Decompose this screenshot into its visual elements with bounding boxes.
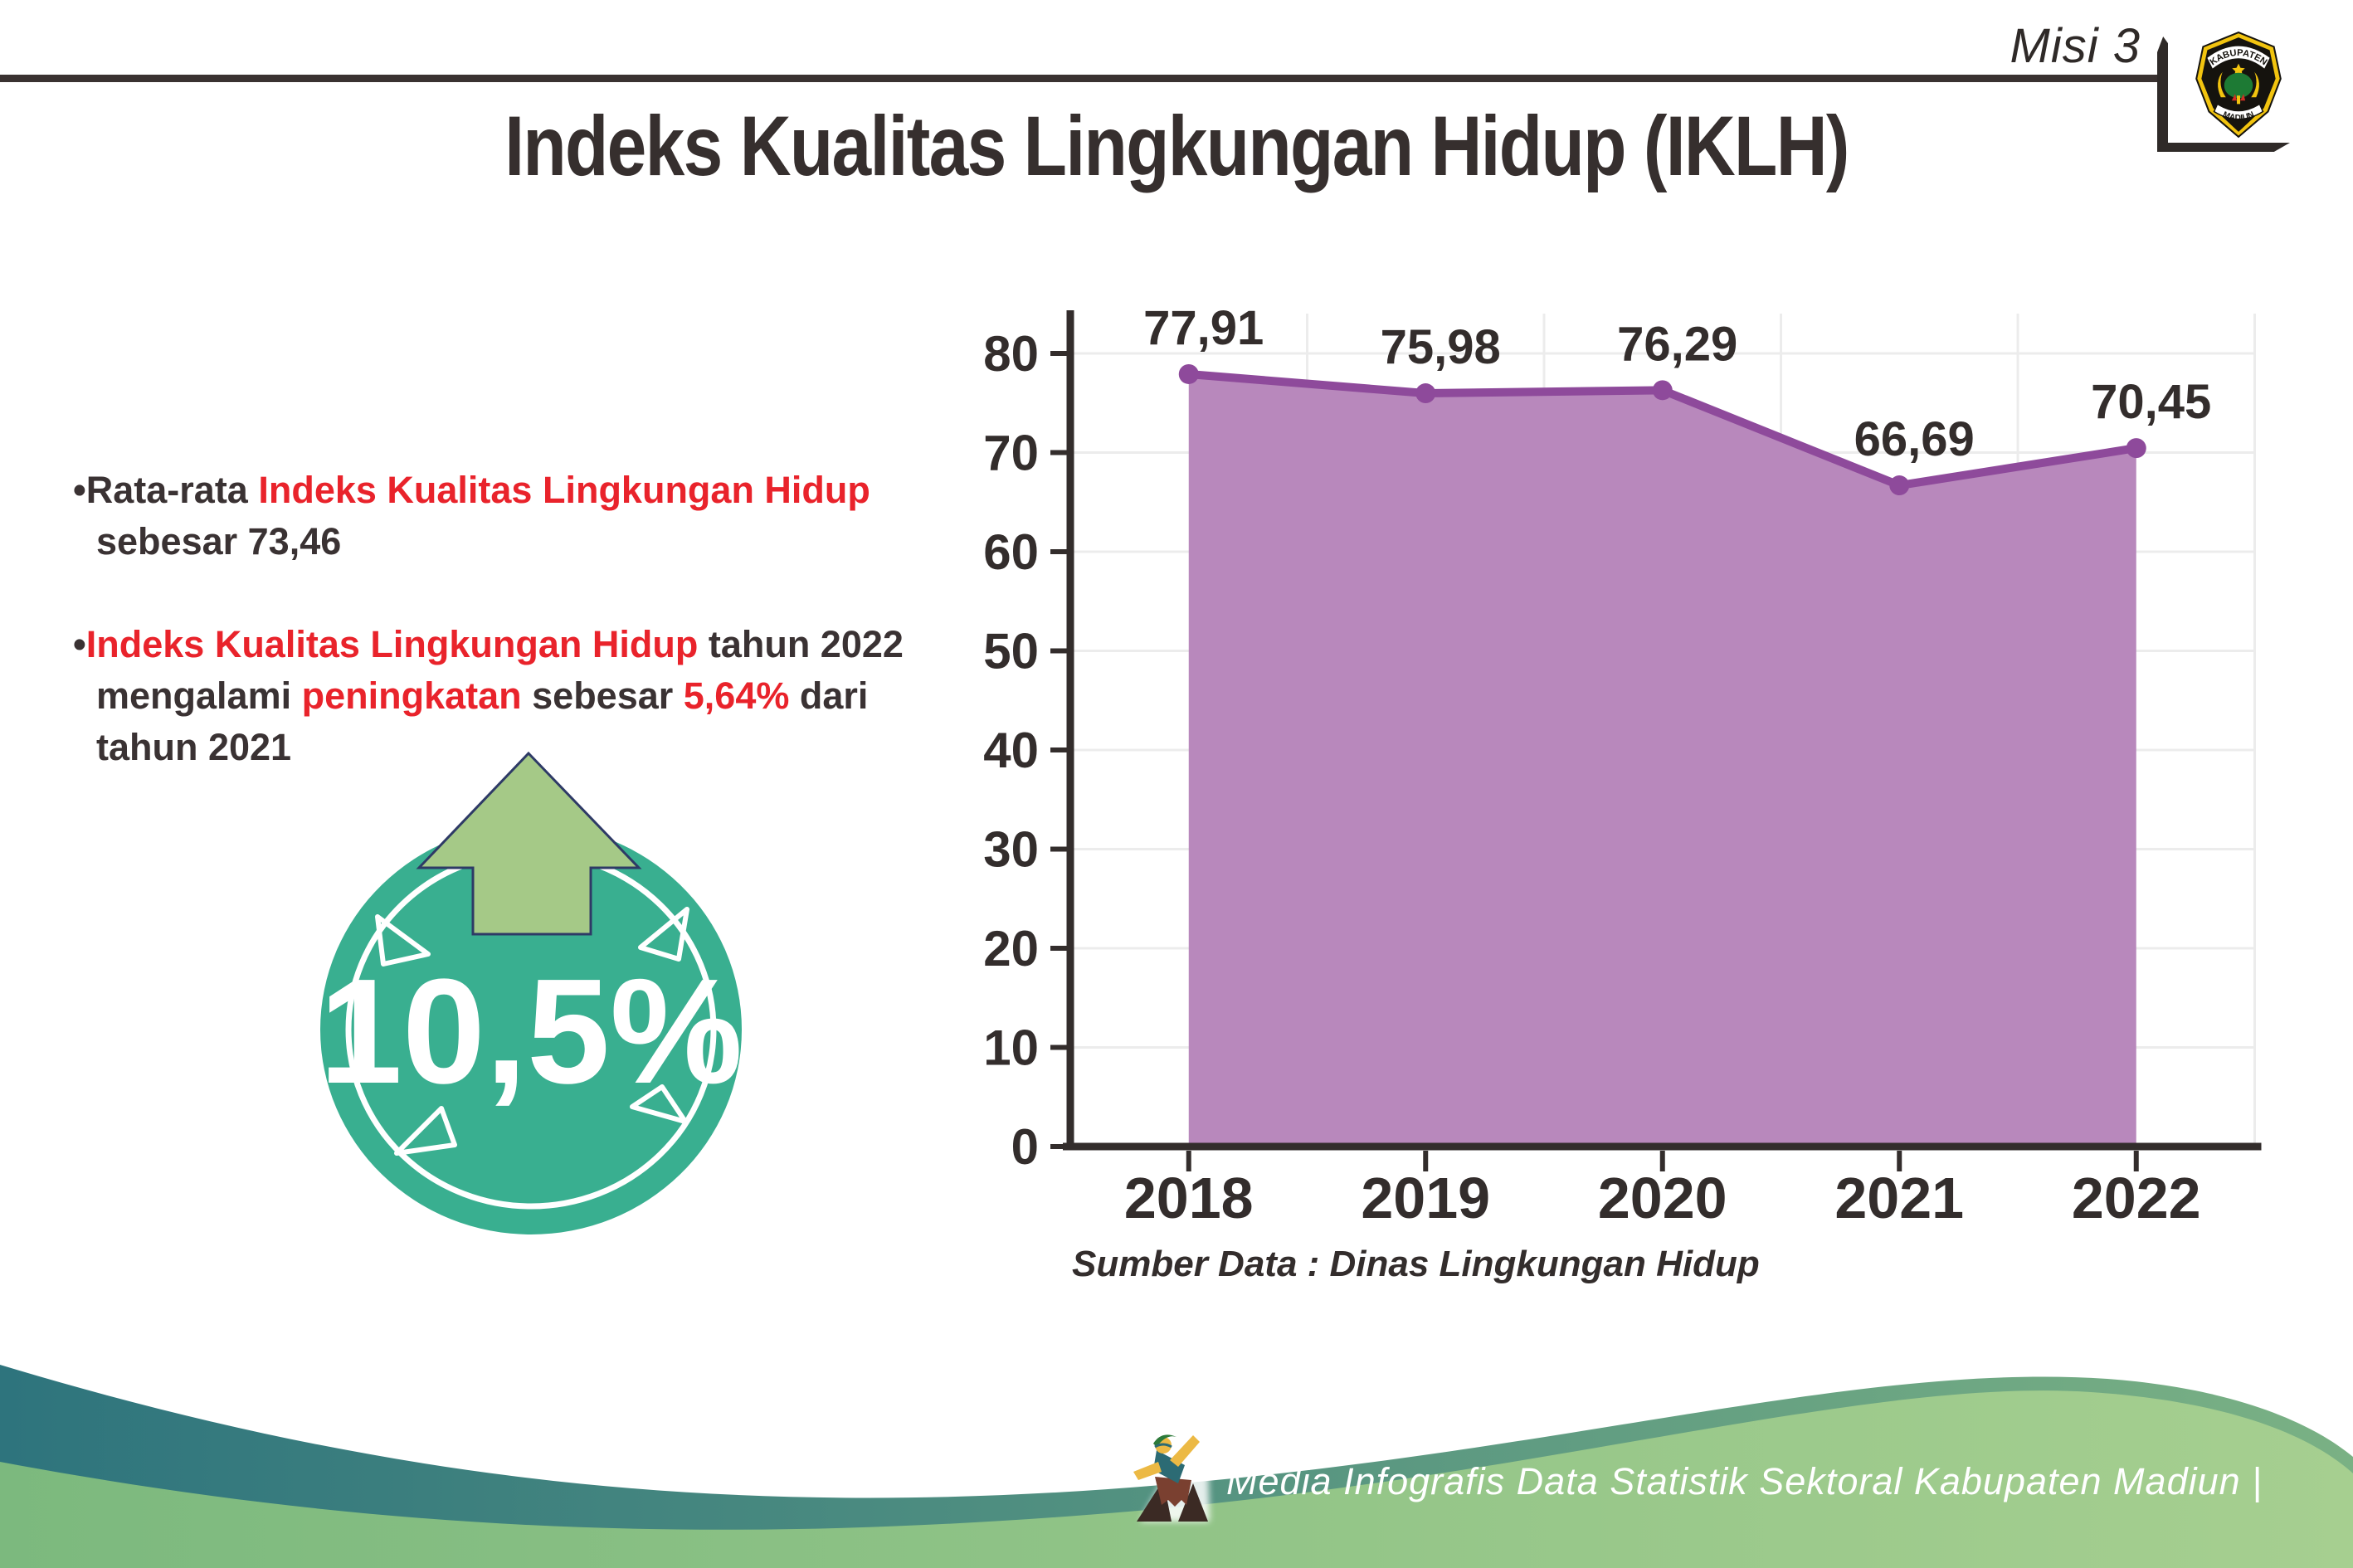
data-label: 76,29 — [1617, 317, 1737, 371]
data-point — [1652, 380, 1673, 401]
area-fill — [1188, 373, 2136, 1144]
x-tick-label: 2021 — [1834, 1166, 1964, 1230]
y-tick-label: 80 — [983, 326, 1039, 382]
x-tick-label: 2022 — [2072, 1166, 2201, 1230]
chart-source: Sumber Data : Dinas Lingkungan Hidup — [1072, 1244, 1760, 1284]
mascot-icon — [1133, 1434, 1210, 1522]
sparkle-triangles — [375, 907, 689, 1156]
x-tick-label: 2020 — [1598, 1166, 1727, 1230]
iklh-area-chart: 77,91 75,98 76,29 66,69 70,45 0 10 20 30 40 50 60 70… — [983, 301, 2262, 1284]
data-label: 77,91 — [1143, 301, 1264, 355]
data-label: 66,69 — [1854, 412, 1975, 466]
y-tick-label: 60 — [983, 524, 1039, 580]
top-divider-rule — [0, 75, 2159, 82]
up-arrow-icon — [416, 751, 642, 936]
data-point — [2126, 438, 2146, 459]
footer-wave — [0, 1365, 2353, 1568]
bullet-item: •Rata-rata Indeks Kualitas Lingkungan Hi… — [73, 469, 870, 563]
logo-frame-horizontal — [2157, 143, 2290, 152]
badge-circle — [320, 825, 742, 1234]
footer-wave-front — [0, 1390, 2353, 1568]
svg-text:MADIUN: MADIUN — [2221, 110, 2255, 123]
page-title: Indeks Kualitas Lingkungan Hidup (IKLH) — [504, 99, 1849, 193]
misi-label: Misi 3 — [2010, 19, 2141, 73]
badge-value: 10,5% — [319, 948, 743, 1115]
y-tick-label: 30 — [983, 822, 1039, 878]
data-point — [1178, 363, 1199, 384]
bullet-list: •Rata-rata Indeks Kualitas Lingkungan Hi… — [73, 465, 952, 825]
footer-text: Media Infografis Data Statistik Sektoral… — [1226, 1460, 2263, 1502]
x-tick-label: 2019 — [1361, 1166, 1490, 1230]
y-tick-label: 20 — [983, 921, 1039, 976]
y-tick-label: 0 — [1011, 1119, 1039, 1175]
logo-frame-vertical — [2157, 37, 2168, 149]
y-tick-label: 70 — [983, 426, 1039, 481]
y-tick-label: 10 — [983, 1020, 1039, 1076]
bullet-item: •Indeks Kualitas Lingkungan Hidup tahun … — [73, 623, 904, 769]
y-tick-label: 50 — [983, 624, 1039, 679]
data-label: 70,45 — [2091, 375, 2211, 429]
kabupaten-madiun-logo-icon: KABUPATEN MADIUN — [2195, 31, 2282, 139]
increase-badge: 10,5% — [319, 751, 743, 1234]
data-point — [1889, 475, 1910, 496]
data-label: 75,98 — [1381, 320, 1501, 374]
x-tick-label: 2018 — [1124, 1166, 1254, 1230]
data-point — [1415, 383, 1436, 404]
y-tick-label: 40 — [983, 723, 1039, 778]
